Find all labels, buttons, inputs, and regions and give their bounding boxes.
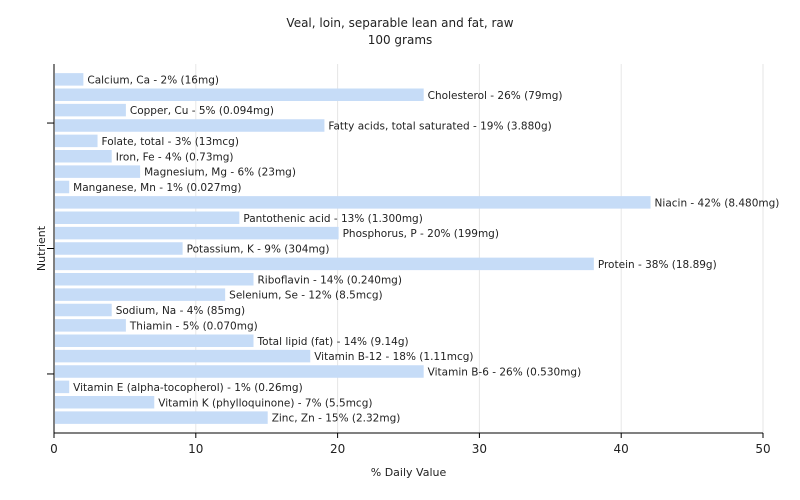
bar xyxy=(55,211,240,224)
bar-label: Cholesterol - 26% (79mg) xyxy=(428,90,563,102)
bar xyxy=(55,257,594,271)
bar-label: Calcium, Ca - 2% (16mg) xyxy=(87,74,219,86)
bar-label: Phosphorus, P - 20% (199mg) xyxy=(343,228,499,240)
x-tick-label: 0 xyxy=(50,442,58,456)
chart-title: Veal, loin, separable lean and fat, raw xyxy=(286,16,514,30)
bar xyxy=(55,380,70,394)
bar xyxy=(55,365,424,378)
bar-label: Pantothenic acid - 13% (1.300mg) xyxy=(243,213,422,225)
bar xyxy=(55,273,254,286)
bar-label: Vitamin E (alpha-tocopherol) - 1% (0.26m… xyxy=(73,382,303,394)
bar-label: Manganese, Mn - 1% (0.027mg) xyxy=(73,182,241,194)
bar-label: Magnesium, Mg - 6% (23mg) xyxy=(144,167,296,179)
bar xyxy=(55,150,112,163)
y-axis-title: Nutrient xyxy=(35,225,48,271)
bar-label: Potassium, K - 9% (304mg) xyxy=(187,244,330,256)
bar-label: Vitamin B-12 - 18% (1.11mcg) xyxy=(314,351,473,363)
bar-label: Protein - 38% (18.89g) xyxy=(598,259,717,271)
bar-label: Total lipid (fat) - 14% (9.14g) xyxy=(257,336,409,348)
bar-label: Sodium, Na - 4% (85mg) xyxy=(116,305,245,317)
bar xyxy=(55,334,254,347)
x-tick-label: 40 xyxy=(614,442,629,456)
bar xyxy=(55,303,112,317)
bar xyxy=(55,73,84,86)
bar xyxy=(55,411,268,424)
bar xyxy=(55,196,651,209)
bar-label: Selenium, Se - 12% (8.5mcg) xyxy=(229,290,382,302)
x-tick-label: 10 xyxy=(188,442,203,456)
bar-label: Folate, total - 3% (13mcg) xyxy=(102,136,239,148)
bar xyxy=(55,88,424,101)
x-axis-title: % Daily Value xyxy=(371,466,447,479)
bar xyxy=(55,165,141,178)
bar xyxy=(55,349,311,363)
axes: 0 10 20 30 40 50 xyxy=(47,64,771,456)
bar-label: Zinc, Zn - 15% (2.32mg) xyxy=(272,413,401,425)
bars: Calcium, Ca - 2% (16mg) Cholesterol - 26%… xyxy=(55,73,779,425)
bar-label: Riboflavin - 14% (0.240mg) xyxy=(258,274,402,286)
bar-label: Vitamin K (phylloquinone) - 7% (5.5mcg) xyxy=(158,397,372,409)
bar xyxy=(55,242,183,255)
bar xyxy=(55,134,98,148)
bar-label: Thiamin - 5% (0.070mg) xyxy=(129,320,258,332)
chart-subtitle: 100 grams xyxy=(367,33,433,47)
bar xyxy=(55,119,325,132)
bar-label: Niacin - 42% (8.480mg) xyxy=(655,197,780,209)
bar xyxy=(55,319,126,332)
x-tick-label: 20 xyxy=(330,442,345,456)
bar xyxy=(55,103,126,117)
bar xyxy=(55,288,226,301)
bar xyxy=(55,226,339,240)
bar-label: Copper, Cu - 5% (0.094mg) xyxy=(130,105,274,117)
bar-label: Vitamin B-6 - 26% (0.530mg) xyxy=(428,367,582,379)
bar xyxy=(55,396,155,409)
bar xyxy=(55,180,70,194)
x-tick-label: 50 xyxy=(755,442,770,456)
x-tick-label: 30 xyxy=(472,442,487,456)
bar-label: Iron, Fe - 4% (0.73mg) xyxy=(116,151,234,163)
bar-label: Fatty acids, total saturated - 19% (3.88… xyxy=(328,121,551,133)
